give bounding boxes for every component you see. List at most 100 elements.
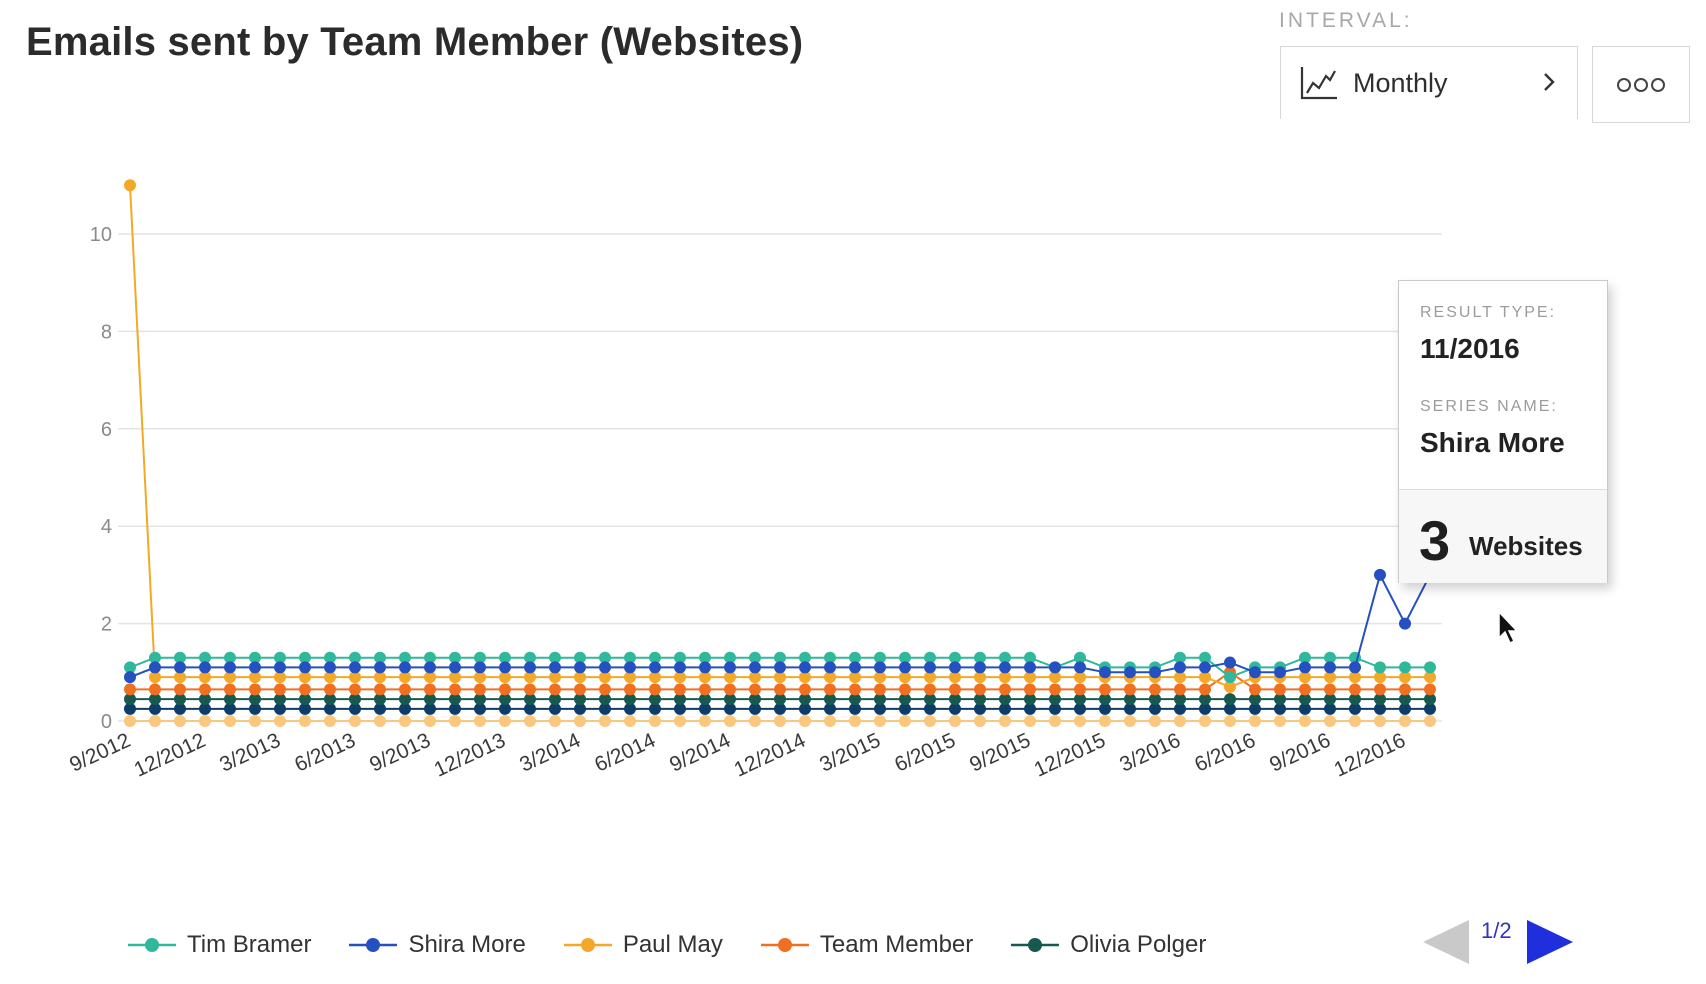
- data-point[interactable]: [1149, 666, 1161, 679]
- data-point[interactable]: [374, 683, 386, 696]
- data-point[interactable]: [599, 715, 611, 727]
- data-point[interactable]: [999, 683, 1011, 696]
- data-point[interactable]: [349, 693, 361, 706]
- data-point[interactable]: [924, 683, 936, 696]
- data-point[interactable]: [1324, 683, 1336, 696]
- interval-select[interactable]: Monthly: [1280, 46, 1578, 119]
- data-point[interactable]: [1324, 715, 1336, 727]
- data-point[interactable]: [649, 715, 661, 727]
- data-point[interactable]: [224, 702, 236, 715]
- data-point[interactable]: [849, 715, 861, 727]
- data-point[interactable]: [999, 715, 1011, 727]
- data-point[interactable]: [824, 702, 836, 715]
- data-point[interactable]: [1099, 715, 1111, 727]
- data-point[interactable]: [624, 651, 636, 664]
- data-point[interactable]: [1024, 651, 1036, 664]
- data-point[interactable]: [274, 702, 286, 715]
- data-point[interactable]: [624, 671, 636, 684]
- data-point[interactable]: [424, 715, 436, 727]
- data-point[interactable]: [1174, 702, 1186, 715]
- data-point[interactable]: [1049, 683, 1061, 696]
- data-point[interactable]: [124, 693, 136, 706]
- data-point[interactable]: [1024, 671, 1036, 684]
- data-point[interactable]: [1124, 702, 1136, 715]
- data-point[interactable]: [1399, 617, 1411, 630]
- data-point[interactable]: [924, 671, 936, 684]
- data-point[interactable]: [674, 693, 686, 706]
- data-point[interactable]: [1224, 715, 1236, 727]
- data-point[interactable]: [874, 671, 886, 684]
- data-point[interactable]: [899, 671, 911, 684]
- data-point[interactable]: [1049, 661, 1061, 674]
- data-point[interactable]: [274, 693, 286, 706]
- data-point[interactable]: [1074, 702, 1086, 715]
- data-point[interactable]: [249, 671, 261, 684]
- data-point[interactable]: [474, 671, 486, 684]
- data-point[interactable]: [999, 651, 1011, 664]
- data-point[interactable]: [1224, 693, 1236, 706]
- data-point[interactable]: [874, 661, 886, 674]
- data-point[interactable]: [699, 693, 711, 706]
- data-point[interactable]: [1149, 702, 1161, 715]
- data-point[interactable]: [1199, 702, 1211, 715]
- data-point[interactable]: [749, 683, 761, 696]
- data-point[interactable]: [874, 651, 886, 664]
- data-point[interactable]: [1199, 683, 1211, 696]
- data-point[interactable]: [1374, 568, 1386, 581]
- data-point[interactable]: [524, 661, 536, 674]
- data-point[interactable]: [1274, 693, 1286, 706]
- data-point[interactable]: [1099, 693, 1111, 706]
- data-point[interactable]: [749, 715, 761, 727]
- data-point[interactable]: [1274, 683, 1286, 696]
- data-point[interactable]: [499, 683, 511, 696]
- data-point[interactable]: [649, 671, 661, 684]
- data-point[interactable]: [749, 702, 761, 715]
- data-point[interactable]: [1299, 671, 1311, 684]
- data-point[interactable]: [124, 683, 136, 696]
- prev-page-icon[interactable]: [1421, 918, 1471, 966]
- data-point[interactable]: [474, 683, 486, 696]
- data-point[interactable]: [1399, 693, 1411, 706]
- data-point[interactable]: [924, 702, 936, 715]
- data-point[interactable]: [1074, 651, 1086, 664]
- more-options-button[interactable]: [1592, 46, 1690, 123]
- data-point[interactable]: [949, 683, 961, 696]
- data-point[interactable]: [299, 715, 311, 727]
- data-point[interactable]: [624, 661, 636, 674]
- data-point[interactable]: [1099, 666, 1111, 679]
- data-point[interactable]: [874, 702, 886, 715]
- data-point[interactable]: [599, 702, 611, 715]
- data-point[interactable]: [674, 651, 686, 664]
- data-point[interactable]: [774, 702, 786, 715]
- data-point[interactable]: [424, 661, 436, 674]
- data-point[interactable]: [274, 715, 286, 727]
- data-point[interactable]: [324, 651, 336, 664]
- data-point[interactable]: [1349, 661, 1361, 674]
- data-point[interactable]: [1124, 683, 1136, 696]
- data-point[interactable]: [524, 693, 536, 706]
- data-point[interactable]: [974, 671, 986, 684]
- data-point[interactable]: [1049, 693, 1061, 706]
- data-point[interactable]: [1274, 666, 1286, 679]
- data-point[interactable]: [549, 671, 561, 684]
- data-point[interactable]: [124, 671, 136, 684]
- data-point[interactable]: [374, 693, 386, 706]
- data-point[interactable]: [549, 702, 561, 715]
- data-point[interactable]: [1199, 715, 1211, 727]
- data-point[interactable]: [974, 661, 986, 674]
- data-point[interactable]: [774, 671, 786, 684]
- data-point[interactable]: [499, 671, 511, 684]
- data-point[interactable]: [999, 661, 1011, 674]
- data-point[interactable]: [1424, 715, 1436, 727]
- data-point[interactable]: [399, 693, 411, 706]
- data-point[interactable]: [549, 683, 561, 696]
- data-point[interactable]: [1024, 661, 1036, 674]
- data-point[interactable]: [624, 702, 636, 715]
- data-point[interactable]: [1074, 683, 1086, 696]
- data-point[interactable]: [149, 683, 161, 696]
- data-point[interactable]: [1174, 671, 1186, 684]
- data-point[interactable]: [999, 702, 1011, 715]
- data-point[interactable]: [299, 651, 311, 664]
- data-point[interactable]: [674, 671, 686, 684]
- data-point[interactable]: [674, 683, 686, 696]
